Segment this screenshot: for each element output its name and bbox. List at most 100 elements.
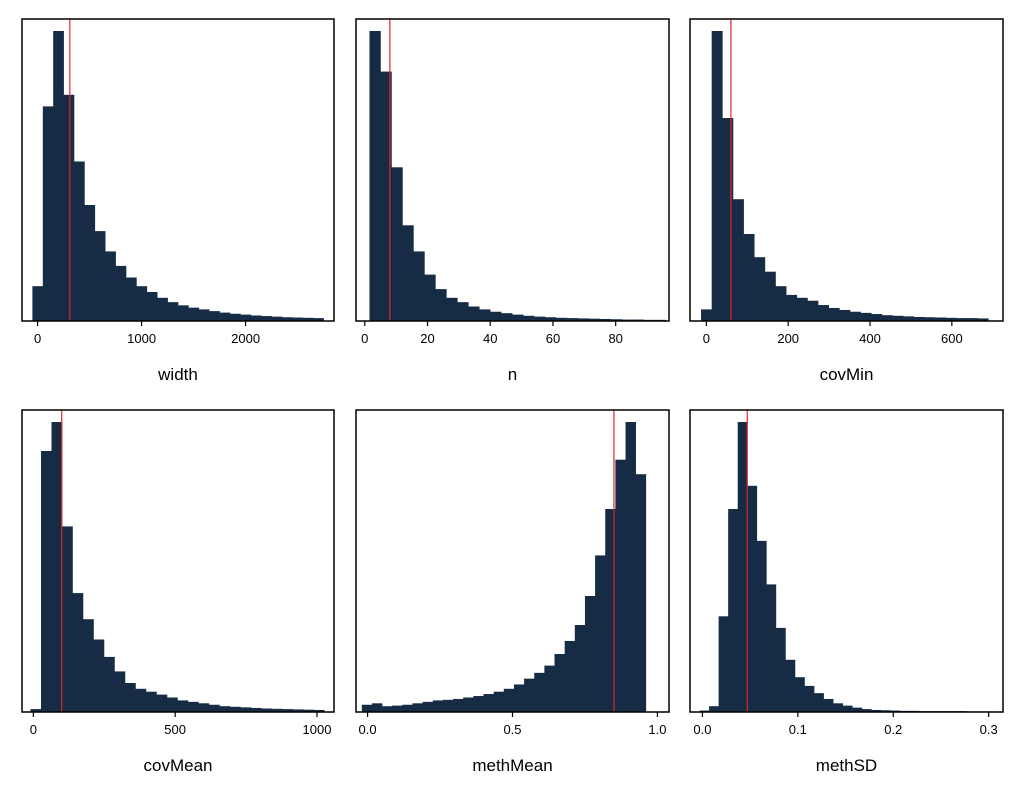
bar xyxy=(41,451,52,712)
bar xyxy=(198,309,210,321)
bar xyxy=(764,271,776,321)
bars-width xyxy=(32,31,324,322)
bar xyxy=(412,703,423,712)
bar xyxy=(271,708,283,712)
bar xyxy=(136,286,148,321)
bar xyxy=(167,302,179,321)
bar xyxy=(103,656,115,712)
bar xyxy=(282,317,293,321)
bar xyxy=(935,317,947,321)
bar xyxy=(534,316,546,321)
bar xyxy=(446,297,458,321)
x-tick-label: 0.0 xyxy=(359,722,377,737)
bar xyxy=(635,474,647,712)
bar xyxy=(881,315,893,321)
panel-width: 0 1000 2000 width xyxy=(21,18,335,384)
bar xyxy=(567,318,579,321)
bar xyxy=(605,509,616,712)
bar xyxy=(82,619,94,712)
bar xyxy=(818,305,830,321)
plot-frame xyxy=(21,18,335,322)
bars-covmean xyxy=(30,422,325,712)
bar xyxy=(924,317,936,321)
x-tick-label: 200 xyxy=(777,331,799,346)
bar xyxy=(600,318,612,321)
panel-covmean: 0 500 1000 covMean xyxy=(21,409,335,775)
bar xyxy=(105,251,116,321)
bar xyxy=(807,300,819,321)
plot-frame xyxy=(21,409,335,713)
bar xyxy=(391,167,403,321)
bar xyxy=(545,317,557,321)
bar xyxy=(574,625,586,712)
panel-methsd: 0.0 0.1 0.2 0.3 methSD xyxy=(689,409,1004,775)
x-axis-title: n xyxy=(508,365,517,384)
bar xyxy=(513,684,525,712)
bar xyxy=(711,31,723,321)
bar xyxy=(595,555,606,712)
bar xyxy=(523,315,535,321)
bar xyxy=(892,315,904,321)
bar xyxy=(584,596,596,712)
bar xyxy=(84,205,96,321)
bar xyxy=(115,265,127,321)
bar xyxy=(544,665,555,712)
bar xyxy=(178,305,189,321)
bar xyxy=(913,316,925,321)
bar xyxy=(188,307,200,321)
bar xyxy=(94,231,106,321)
x-tick-label: 600 xyxy=(941,331,963,346)
bar xyxy=(74,161,85,321)
bar xyxy=(392,705,403,712)
bar xyxy=(402,704,413,712)
x-tick-label: 1000 xyxy=(303,722,332,737)
bar xyxy=(313,318,324,321)
bar xyxy=(556,317,568,321)
bar xyxy=(722,118,734,321)
bar xyxy=(490,311,502,321)
bar xyxy=(369,31,381,321)
bar xyxy=(483,694,494,712)
bar xyxy=(766,584,777,712)
bar xyxy=(146,292,158,321)
x-tick-label: 0.0 xyxy=(693,722,711,737)
bar xyxy=(424,274,436,321)
bar xyxy=(503,688,515,712)
bar xyxy=(126,277,137,321)
bar xyxy=(615,459,626,712)
x-tick-label: 400 xyxy=(859,331,881,346)
bar xyxy=(219,312,231,321)
bar xyxy=(501,313,513,321)
bar xyxy=(473,696,484,712)
x-axis-title: covMin xyxy=(820,365,874,384)
bar xyxy=(124,683,136,712)
bar xyxy=(261,708,273,712)
bar xyxy=(833,703,843,712)
bar xyxy=(871,314,883,321)
bar xyxy=(796,297,808,321)
x-tick-label: 2000 xyxy=(231,331,260,346)
bar xyxy=(413,251,425,321)
bar xyxy=(157,297,168,321)
bar xyxy=(554,654,565,712)
bar xyxy=(860,312,872,321)
plot-frame xyxy=(355,18,670,322)
bar xyxy=(728,509,739,712)
bar xyxy=(156,694,168,712)
x-tick-label: 500 xyxy=(164,722,186,737)
x-tick-label: 80 xyxy=(608,331,622,346)
plot-frame xyxy=(689,409,1004,713)
bar xyxy=(435,289,447,321)
bar xyxy=(737,422,748,712)
bar xyxy=(804,685,815,712)
bar xyxy=(849,311,861,321)
bar xyxy=(578,318,590,321)
bar xyxy=(240,707,252,712)
bars-methsd xyxy=(699,422,996,712)
bar xyxy=(230,313,241,321)
bar xyxy=(823,698,834,712)
bar xyxy=(271,316,283,321)
bar xyxy=(208,704,220,712)
bar xyxy=(775,286,787,321)
x-tick-label: 0 xyxy=(34,331,41,346)
